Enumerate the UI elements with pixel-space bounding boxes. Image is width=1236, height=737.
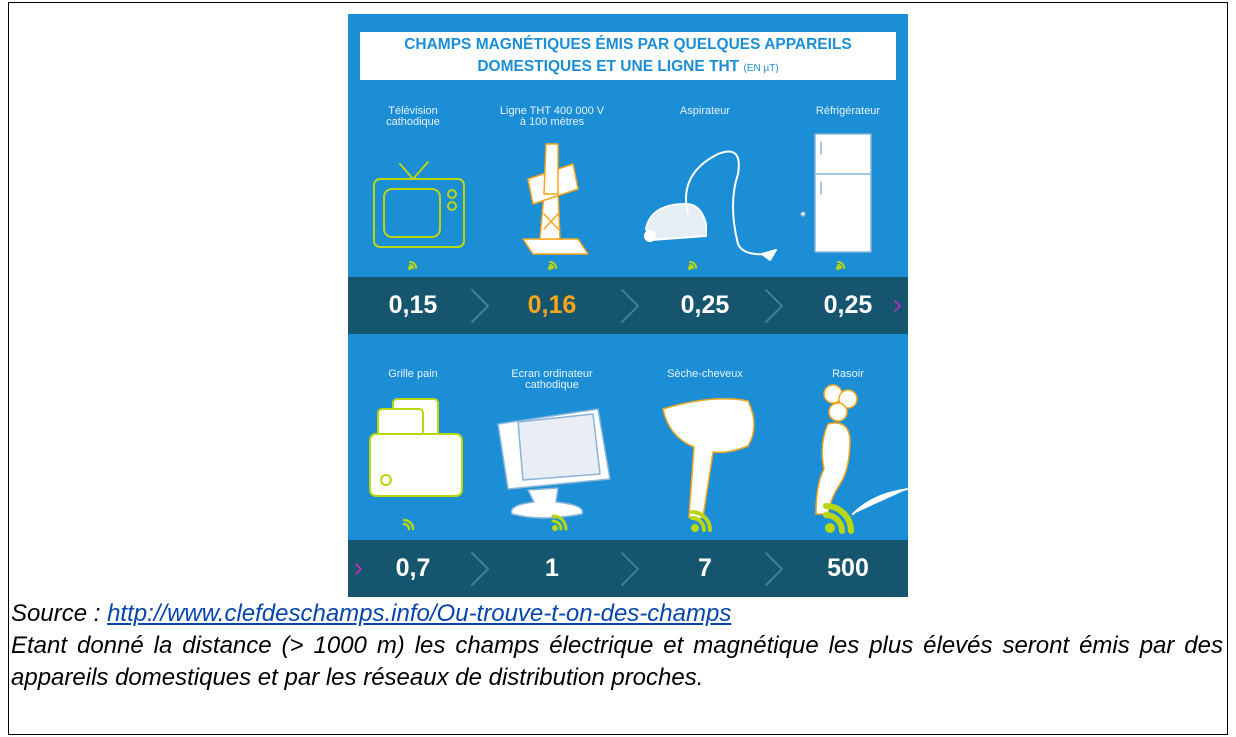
infographic: CHAMPS MAGNÉTIQUES ÉMIS PAR QUELQUES APP… bbox=[348, 14, 908, 597]
field-value: 0,15 bbox=[353, 277, 473, 334]
field-value: 0,25 bbox=[645, 277, 765, 334]
label-line: Sèche-cheveux bbox=[635, 369, 775, 380]
source-link[interactable]: http://www.clefdeschamps.info/Ou-trouve-… bbox=[107, 600, 731, 627]
field-value: 7 bbox=[645, 540, 765, 597]
appliance-label: Grille pain bbox=[348, 369, 483, 380]
label-line: à 100 mètres bbox=[482, 117, 622, 128]
appliance-label: Aspirateur bbox=[635, 106, 775, 117]
field-value: 0,7 bbox=[353, 540, 473, 597]
caption-text: Etant donné la distance (> 1000 m) les c… bbox=[11, 630, 1223, 694]
hairdryer-icon bbox=[663, 399, 754, 520]
appliance-label: Réfrigérateur bbox=[778, 106, 908, 117]
pylon-icon bbox=[523, 144, 588, 254]
source-line: Source : http://www.clefdeschamps.info/O… bbox=[11, 598, 1223, 630]
appliance-label: Sèche-cheveux bbox=[635, 369, 775, 380]
monitor-icon bbox=[498, 409, 610, 518]
label-line: cathodique bbox=[348, 117, 483, 128]
label-line: cathodique bbox=[482, 380, 622, 391]
page: CHAMPS MAGNÉTIQUES ÉMIS PAR QUELQUES APP… bbox=[0, 0, 1236, 737]
source-label: Source : bbox=[11, 600, 100, 627]
field-value: 1 bbox=[492, 540, 612, 597]
vacuum-icon bbox=[645, 152, 776, 261]
tv-icon bbox=[374, 162, 464, 247]
label-line: Réfrigérateur bbox=[778, 106, 908, 117]
fridge-icon bbox=[801, 134, 871, 252]
field-value: 0,16 bbox=[492, 277, 612, 334]
shaver-icon bbox=[816, 385, 908, 514]
label-line: Rasoir bbox=[778, 369, 908, 380]
caption: Source : http://www.clefdeschamps.info/O… bbox=[11, 598, 1223, 694]
field-value: 0,25 bbox=[788, 277, 908, 334]
appliance-label: Rasoir bbox=[778, 369, 908, 380]
toaster-icon bbox=[370, 399, 462, 496]
field-value: 500 bbox=[788, 540, 908, 597]
label-line: Aspirateur bbox=[635, 106, 775, 117]
label-line: Grille pain bbox=[348, 369, 483, 380]
